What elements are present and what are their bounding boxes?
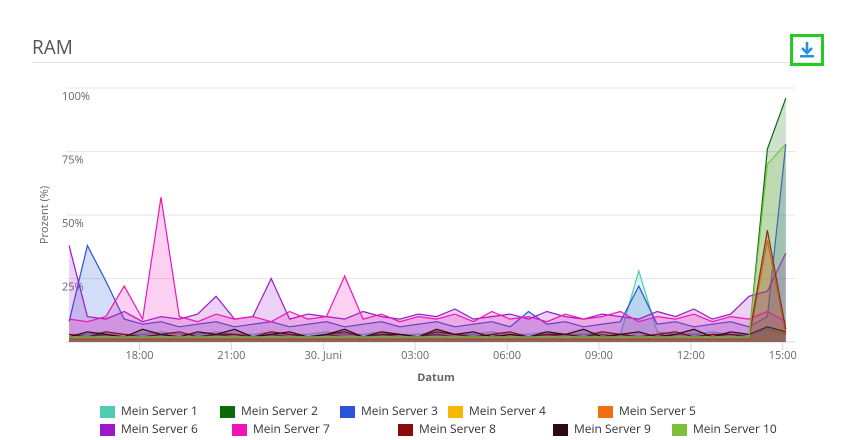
x-tick-label: 15:00 (769, 348, 797, 363)
line (69, 197, 787, 323)
area (69, 245, 786, 342)
legend-label: Mein Server 10 (693, 420, 777, 437)
legend-label: Mein Server 8 (419, 420, 496, 437)
legend-label: Mein Server 6 (121, 420, 198, 437)
legend-label: Mein Server 2 (241, 402, 318, 419)
download-icon (800, 42, 814, 58)
panel-title: RAM (32, 34, 73, 60)
legend-label: Mein Server 5 (619, 402, 696, 419)
y-tick-label: 50% (62, 216, 84, 231)
legend-swatch (340, 406, 355, 418)
divider (32, 62, 821, 63)
line (68, 143, 787, 328)
legend-label: Mein Server 3 (361, 402, 438, 419)
line (69, 240, 787, 341)
x-tick-label: 06:00 (493, 348, 521, 363)
x-tick-label: 21:00 (217, 348, 245, 363)
x-tick-label: 12:00 (677, 348, 705, 363)
legend-swatch (232, 424, 247, 436)
legend-swatch (553, 424, 568, 436)
area (69, 326, 786, 342)
y-tick-label: 100% (62, 89, 90, 104)
y-tick-label: 75% (62, 152, 84, 167)
legend-swatch (398, 424, 413, 436)
area (69, 326, 786, 342)
legend-swatch (220, 406, 235, 418)
legend-label: Mein Server 9 (574, 420, 651, 437)
legend-swatch (672, 424, 687, 436)
x-axis-label: Datum (417, 370, 455, 385)
legend-swatch (100, 424, 115, 436)
line (68, 326, 786, 338)
legend-swatch (598, 406, 613, 418)
line (69, 143, 787, 338)
x-tick-label: 09:00 (585, 348, 613, 363)
legend-label: Mein Server 1 (121, 402, 198, 419)
line (68, 245, 787, 323)
x-tick-label: 18:00 (125, 348, 153, 363)
area (69, 197, 786, 342)
y-axis-label: Prozent (%) (37, 186, 52, 244)
x-tick-label: 30. Juni (305, 348, 343, 363)
legend-swatch (100, 406, 115, 418)
x-tick-label: 03:00 (401, 348, 429, 363)
legend-label: Mein Server 4 (469, 402, 546, 419)
legend-label: Mein Server 7 (253, 420, 330, 437)
legend-swatch (448, 406, 463, 418)
download-button[interactable] (790, 34, 824, 66)
